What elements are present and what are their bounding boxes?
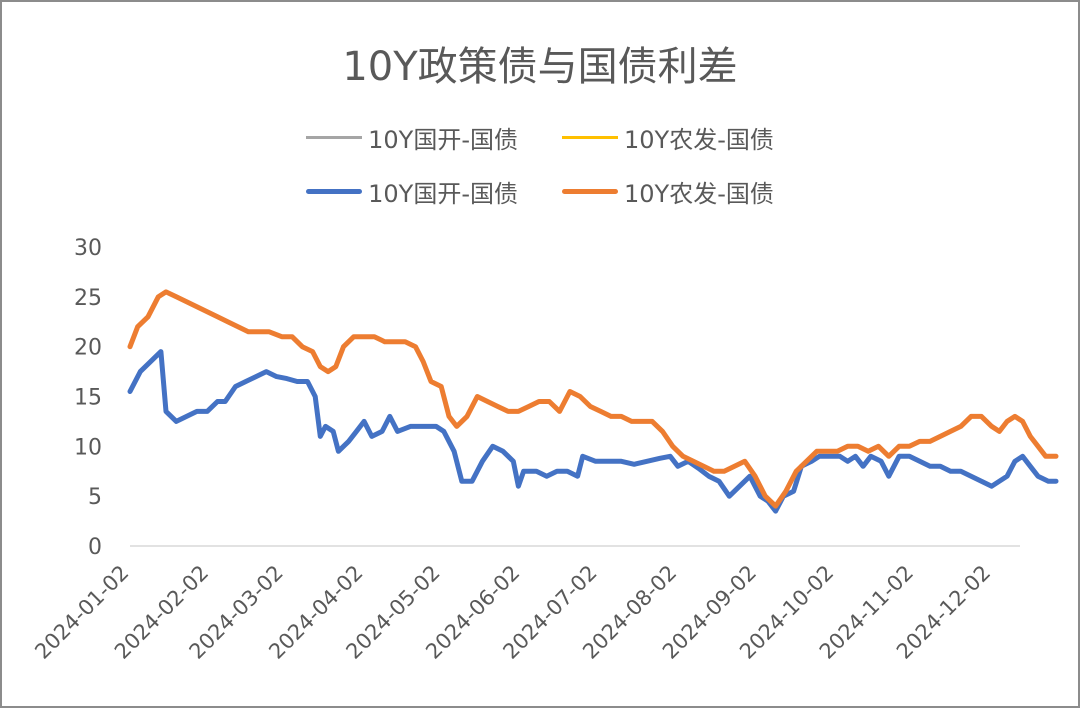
y-tick-label: 20 <box>74 336 102 361</box>
y-tick-label: 0 <box>88 535 102 560</box>
legend-row-1: 10Y国开-国债 10Y农发-国债 <box>0 120 1080 155</box>
chart-title: 10Y政策债与国债利差 <box>342 44 738 90</box>
y-tick-label: 5 <box>88 485 102 510</box>
legend-item-kaifa-thin: 10Y国开-国债 <box>306 120 518 155</box>
y-tick-label: 15 <box>74 386 102 411</box>
legend-label: 10Y国开-国债 <box>368 126 518 154</box>
legend-label: 10Y农发-国债 <box>624 126 774 154</box>
y-tick-label: 10 <box>74 435 102 460</box>
y-tick-label: 25 <box>74 286 102 311</box>
legend-swatch <box>562 136 618 139</box>
legend-item-kaifa-thick: 10Y国开-国债 <box>306 174 518 209</box>
legend-swatch <box>562 189 618 194</box>
legend-swatch <box>306 136 363 139</box>
series-line-kaifa <box>127 349 1059 514</box>
legend-row-2: 10Y国开-国债 10Y农发-国债 <box>0 174 1080 209</box>
y-tick-label: 30 <box>74 236 102 261</box>
series-line-nongfa <box>127 289 1059 509</box>
legend-label: 10Y农发-国债 <box>624 180 774 208</box>
legend-item-nongfa-thin: 10Y农发-国债 <box>562 120 774 155</box>
legend-label: 10Y国开-国债 <box>368 180 518 208</box>
legend-swatch <box>306 189 363 194</box>
legend-item-nongfa-thick: 10Y农发-国债 <box>562 174 774 209</box>
